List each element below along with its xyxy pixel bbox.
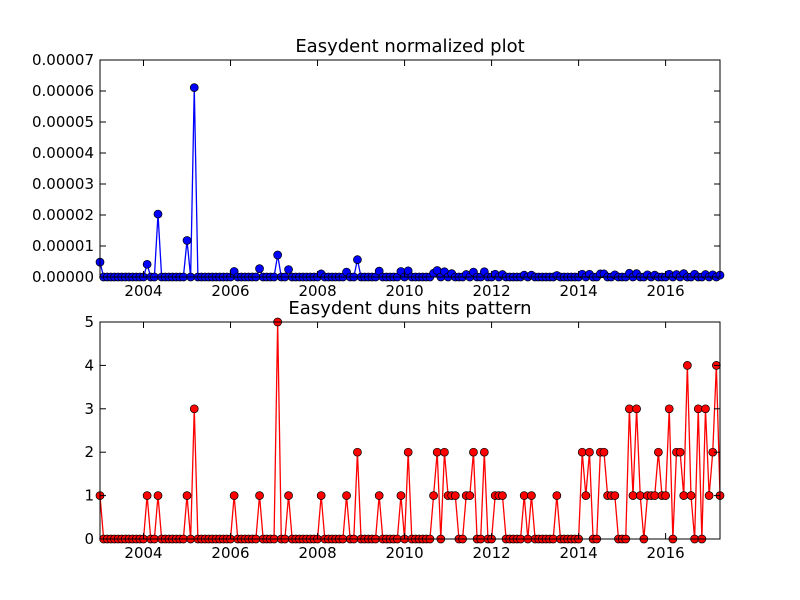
data-point — [189, 404, 199, 414]
data-point — [527, 491, 536, 500]
data-point — [686, 491, 696, 500]
data-point — [440, 447, 449, 457]
data-point — [577, 447, 587, 457]
data-point — [498, 491, 507, 500]
y-tick-label: 0.00006 — [32, 82, 94, 100]
x-tick-label: 2008 — [298, 282, 336, 300]
data-point — [142, 259, 152, 269]
x-tick-label: 2014 — [560, 282, 598, 300]
data-point — [585, 447, 594, 457]
y-tick-label: 2 — [84, 443, 94, 461]
x-tick-label: 2006 — [211, 544, 249, 562]
data-point — [403, 447, 413, 457]
data-point — [599, 447, 609, 457]
y-tick-label: 3 — [84, 400, 94, 418]
y-tick-label: 0.00003 — [32, 175, 94, 193]
data-point — [353, 447, 362, 457]
normalized-plot-chart: Easydent normalized plot 2004 2006 2008 201… — [32, 36, 725, 300]
chart-title: Easydent normalized plot — [295, 36, 524, 57]
y-tick-label: 0.00005 — [32, 113, 94, 131]
data-point — [661, 491, 670, 500]
x-tick-label: 2016 — [647, 282, 685, 300]
data-point — [683, 361, 692, 370]
data-point — [182, 491, 192, 500]
data-point — [284, 491, 293, 500]
data-point — [465, 491, 475, 500]
data-point — [628, 491, 638, 500]
data-point — [635, 491, 645, 500]
x-tick-label: 2004 — [124, 544, 162, 562]
data-point — [552, 491, 562, 500]
y-tick-label: 0.00000 — [32, 268, 94, 286]
data-point — [153, 491, 163, 500]
data-point — [353, 255, 362, 264]
data-point — [374, 491, 384, 500]
data-point — [654, 447, 663, 457]
y-tick-label: 5 — [84, 313, 94, 331]
data-point — [316, 491, 326, 500]
data-point — [519, 491, 529, 500]
data-point — [189, 83, 199, 92]
data-point — [396, 491, 406, 500]
data-point — [701, 404, 710, 414]
x-tick-label: 2010 — [385, 282, 423, 300]
duns-hits-chart: Easydent duns hits pattern 2004 2006 2008 2… — [84, 298, 725, 562]
data-point — [650, 491, 660, 500]
x-tick-label: 2014 — [560, 544, 598, 562]
data-point — [342, 491, 351, 500]
y-tick-label: 1 — [84, 487, 94, 505]
y-tick-label: 4 — [84, 356, 94, 374]
data-point — [142, 491, 152, 500]
y-tick-label: 0.00002 — [32, 206, 94, 224]
data-point — [429, 491, 438, 500]
y-tick-label: 0.00004 — [32, 144, 94, 162]
data-point — [229, 491, 239, 500]
data-point — [469, 447, 478, 457]
data-point — [610, 491, 620, 500]
data-point — [693, 404, 703, 414]
data-point — [632, 404, 641, 414]
data-point — [255, 491, 264, 500]
data-point — [679, 491, 689, 500]
x-tick-label: 2004 — [124, 282, 162, 300]
data-point — [432, 447, 442, 457]
data-point — [704, 491, 714, 500]
data-point — [273, 250, 283, 260]
data-point — [664, 404, 674, 414]
x-tick-label: 2008 — [298, 544, 336, 562]
data-point — [675, 447, 685, 457]
axes-frame — [99, 321, 721, 540]
x-tick-label: 2016 — [647, 544, 685, 562]
data-point — [625, 404, 634, 414]
axes-frame — [99, 59, 721, 278]
plot-area: 2004 2006 2008 2010 2012 2014 2016 0 1 2 3 4 5 — [84, 313, 725, 562]
data-point — [284, 265, 293, 274]
y-tick-label: 0.00001 — [32, 237, 94, 255]
data-point — [581, 491, 591, 500]
x-tick-label: 2006 — [211, 282, 249, 300]
data-point — [153, 209, 163, 219]
data-point — [450, 491, 460, 500]
chart-title: Easydent duns hits pattern — [288, 298, 531, 319]
y-tick-label: 0 — [84, 530, 94, 548]
x-tick-label: 2012 — [472, 544, 510, 562]
y-tick-label: 0.00007 — [32, 51, 94, 69]
x-tick-label: 2012 — [472, 282, 510, 300]
data-point — [182, 236, 192, 245]
data-point — [479, 447, 489, 457]
x-tick-label: 2010 — [385, 544, 423, 562]
data-point — [255, 264, 264, 273]
